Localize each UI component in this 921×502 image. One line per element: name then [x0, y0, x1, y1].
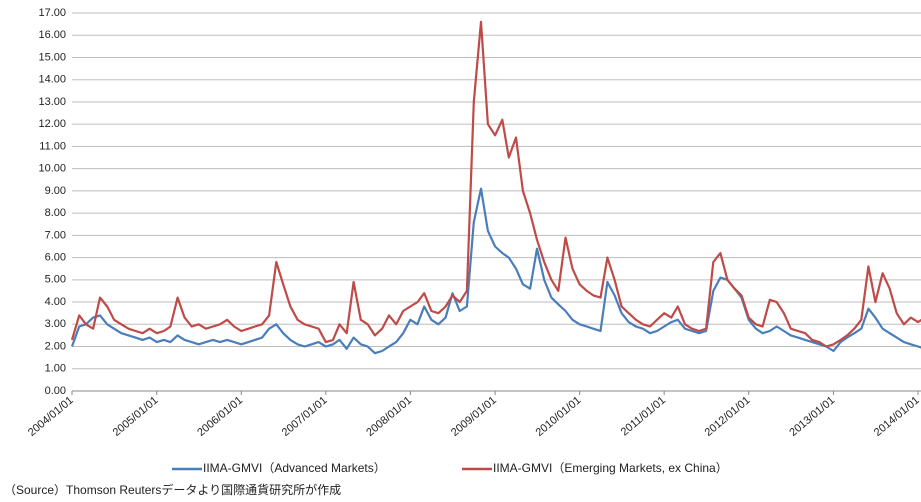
x-tick-label: 2010/01/01 [534, 394, 584, 439]
x-tick-label: 2012/01/01 [703, 394, 753, 439]
legend-label: IIMA-GMVI（Advanced Markets） [203, 461, 386, 475]
x-tick-label: 2006/01/01 [195, 394, 245, 439]
y-tick-label: 12.00 [38, 118, 66, 130]
x-tick-label: 2005/01/01 [111, 394, 161, 439]
y-tick-label: 10.00 [38, 163, 66, 175]
y-tick-label: 17.00 [38, 7, 66, 19]
series-line [70, 20, 921, 348]
y-tick-label: 15.00 [38, 51, 66, 63]
y-tick-label: 14.00 [38, 74, 66, 86]
y-tick-label: 9.00 [45, 185, 66, 197]
x-tick-label: 2004/01/01 [26, 394, 76, 439]
x-tick-label: 2011/01/01 [619, 394, 668, 438]
y-tick-label: 2.00 [45, 340, 66, 352]
x-tick-label: 2014/01/01 [872, 394, 921, 439]
source-note: （Source）Thomson Reutersデータより国際通貨研究所が作成 [4, 482, 341, 497]
y-tick-label: 0.00 [45, 385, 66, 397]
y-tick-label: 7.00 [45, 229, 66, 241]
y-tick-label: 11.00 [39, 140, 66, 152]
x-tick-label: 2008/01/01 [364, 394, 414, 439]
x-tick-label: 2007/01/01 [280, 394, 330, 439]
series-line [70, 187, 921, 355]
y-tick-label: 6.00 [45, 251, 66, 263]
y-tick-label: 5.00 [45, 274, 66, 286]
y-tick-label: 1.00 [45, 363, 66, 375]
y-tick-label: 13.00 [38, 96, 66, 108]
y-tick-label: 16.00 [38, 29, 66, 41]
x-tick-label: 2013/01/01 [787, 394, 837, 439]
y-tick-label: 4.00 [45, 296, 66, 308]
legend-label: IIMA-GMVI（Emerging Markets, ex China） [493, 461, 728, 475]
y-tick-label: 8.00 [45, 207, 66, 219]
x-tick-label: 2009/01/01 [449, 394, 499, 439]
y-tick-label: 3.00 [45, 318, 66, 330]
